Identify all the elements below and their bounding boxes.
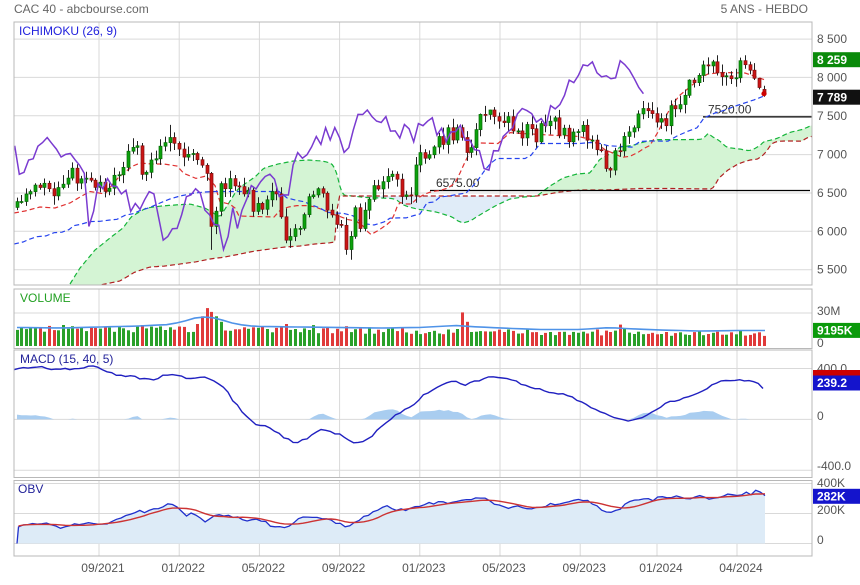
svg-text:6 000: 6 000 <box>817 224 847 238</box>
svg-text:400K: 400K <box>817 476 845 490</box>
svg-text:9195K: 9195K <box>817 324 853 338</box>
svg-text:8 000: 8 000 <box>817 70 847 84</box>
svg-text:7 789: 7 789 <box>817 90 847 104</box>
svg-text:0: 0 <box>817 336 824 350</box>
svg-text:-400.0: -400.0 <box>817 459 851 473</box>
svg-text:09/2021: 09/2021 <box>81 561 125 575</box>
svg-text:OBV: OBV <box>18 482 43 496</box>
svg-text:7 500: 7 500 <box>817 109 847 123</box>
svg-text:0: 0 <box>817 533 824 547</box>
svg-text:01/2023: 01/2023 <box>402 561 446 575</box>
svg-text:30M: 30M <box>817 304 840 318</box>
svg-text:04/2024: 04/2024 <box>719 561 763 575</box>
svg-text:09/2022: 09/2022 <box>322 561 366 575</box>
svg-text:5 ANS - HEBDO: 5 ANS - HEBDO <box>721 2 808 16</box>
svg-text:09/2023: 09/2023 <box>563 561 607 575</box>
svg-text:6 500: 6 500 <box>817 186 847 200</box>
svg-text:MACD (15, 40, 5): MACD (15, 40, 5) <box>20 352 113 366</box>
svg-text:VOLUME: VOLUME <box>20 291 71 305</box>
svg-text:05/2023: 05/2023 <box>482 561 526 575</box>
svg-text:6575.00: 6575.00 <box>436 176 480 190</box>
svg-text:8 500: 8 500 <box>817 32 847 46</box>
svg-text:8 259: 8 259 <box>817 53 847 67</box>
svg-text:239.2: 239.2 <box>817 376 847 390</box>
svg-text:01/2022: 01/2022 <box>162 561 206 575</box>
svg-text:5 500: 5 500 <box>817 263 847 277</box>
svg-text:7 000: 7 000 <box>817 148 847 162</box>
svg-text:7520.00: 7520.00 <box>708 103 752 117</box>
svg-text:05/2022: 05/2022 <box>242 561 286 575</box>
svg-text:0: 0 <box>817 409 824 423</box>
svg-text:01/2024: 01/2024 <box>639 561 683 575</box>
svg-text:ICHIMOKU (26, 9): ICHIMOKU (26, 9) <box>19 24 117 38</box>
svg-text:200K: 200K <box>817 503 845 517</box>
svg-text:CAC 40 - abcbourse.com: CAC 40 - abcbourse.com <box>14 2 149 16</box>
svg-text:282K: 282K <box>817 490 846 504</box>
